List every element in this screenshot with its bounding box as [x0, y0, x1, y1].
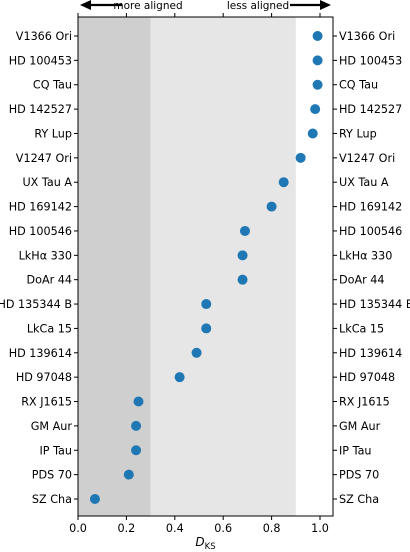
less-aligned-label: less aligned — [227, 0, 289, 12]
y-label-left: V1366 Ori — [16, 30, 72, 43]
y-label-right: HD 100453 — [339, 54, 402, 67]
data-point — [239, 225, 250, 236]
shaded-region-1 — [150, 17, 296, 516]
data-point — [201, 299, 212, 310]
y-label-right: UX Tau A — [339, 176, 389, 189]
more-aligned-label: more aligned — [113, 0, 182, 12]
y-label-right: RX J1615 — [339, 396, 390, 409]
y-label-right: LkCa 15 — [339, 322, 384, 335]
data-point — [133, 396, 144, 407]
x-tick-labels: 0.0 0.2 0.4 0.6 0.8 1.0 — [69, 522, 329, 535]
tick-marks — [74, 13, 337, 520]
y-label-left: GM Aur — [31, 420, 73, 433]
data-point — [295, 152, 306, 163]
data-point — [131, 420, 142, 431]
y-label-left: HD 169142 — [9, 201, 72, 214]
x-axis-label-main: D — [195, 535, 204, 549]
x-tick-label: 1.0 — [311, 522, 329, 535]
y-label-left: RX J1615 — [21, 396, 72, 409]
x-axis-label-sub: KS — [205, 542, 216, 552]
y-label-right: SZ Cha — [339, 493, 379, 506]
y-label-left: HD 100546 — [9, 225, 72, 238]
y-label-left: LkHα 330 — [19, 249, 72, 262]
y-label-left: HD 139614 — [9, 347, 72, 360]
data-point — [201, 323, 212, 334]
y-labels-right: V1366 Ori HD 100453 CQ Tau HD 142527 RY Lup V… — [339, 30, 410, 506]
y-label-right: V1366 Ori — [339, 30, 395, 43]
y-label-right: CQ Tau — [339, 79, 378, 92]
data-point — [89, 494, 100, 504]
data-point — [174, 372, 185, 383]
y-label-left: HD 135344 B — [0, 298, 72, 311]
x-tick-label: 0.0 — [69, 522, 87, 535]
arrow-left-head — [80, 0, 91, 10]
x-tick-label: 0.6 — [214, 522, 232, 535]
shaded-regions — [78, 17, 296, 516]
y-label-right: RY Lup — [339, 127, 377, 140]
y-label-left: HD 97048 — [16, 371, 72, 384]
y-label-right: V1247 Ori — [339, 152, 395, 165]
data-point — [312, 31, 323, 41]
data-point — [312, 55, 323, 66]
y-label-right: HD 142527 — [339, 103, 402, 116]
y-label-left: IP Tau — [39, 444, 72, 457]
data-point — [237, 250, 248, 261]
y-label-right: HD 169142 — [339, 201, 402, 214]
y-label-right: DoAr 44 — [339, 274, 385, 287]
x-tick-label: 0.2 — [118, 522, 136, 535]
y-label-right: HD 100546 — [339, 225, 402, 238]
y-label-left: HD 142527 — [9, 103, 72, 116]
data-point — [307, 128, 318, 139]
alignment-arrows: more aligned less aligned — [80, 0, 331, 12]
arrow-right-head — [320, 0, 331, 10]
y-label-left: PDS 70 — [32, 469, 72, 482]
y-label-left: UX Tau A — [22, 176, 72, 189]
data-points — [89, 31, 323, 504]
y-label-left: LkCa 15 — [27, 322, 72, 335]
y-label-left: CQ Tau — [33, 79, 72, 92]
y-label-right: GM Aur — [339, 420, 381, 433]
data-point — [131, 445, 142, 456]
shaded-region-0 — [78, 17, 151, 516]
y-labels-left: V1366 Ori HD 100453 CQ Tau HD 142527 RY Lup V… — [0, 30, 72, 506]
plot-frame — [77, 16, 334, 517]
data-point — [123, 469, 134, 480]
data-point — [237, 274, 248, 285]
y-label-left: DoAr 44 — [26, 274, 72, 287]
y-label-right: LkHα 330 — [339, 249, 392, 262]
y-label-right: HD 97048 — [339, 371, 395, 384]
x-tick-label: 0.8 — [263, 522, 281, 535]
data-point — [266, 201, 277, 212]
y-label-right: IP Tau — [339, 444, 372, 457]
y-label-left: V1247 Ori — [16, 152, 72, 165]
data-point — [191, 347, 202, 358]
data-point — [278, 177, 289, 188]
y-label-right: HD 135344 B — [339, 298, 410, 311]
data-point — [312, 79, 323, 90]
y-label-left: HD 100453 — [9, 54, 72, 67]
y-label-right: HD 139614 — [339, 347, 402, 360]
data-point — [310, 104, 321, 115]
y-label-left: RY Lup — [34, 127, 72, 140]
x-tick-label: 0.4 — [166, 522, 184, 535]
y-label-right: PDS 70 — [339, 469, 379, 482]
y-label-left: SZ Cha — [32, 493, 72, 506]
x-axis-label: DKS — [195, 535, 215, 552]
